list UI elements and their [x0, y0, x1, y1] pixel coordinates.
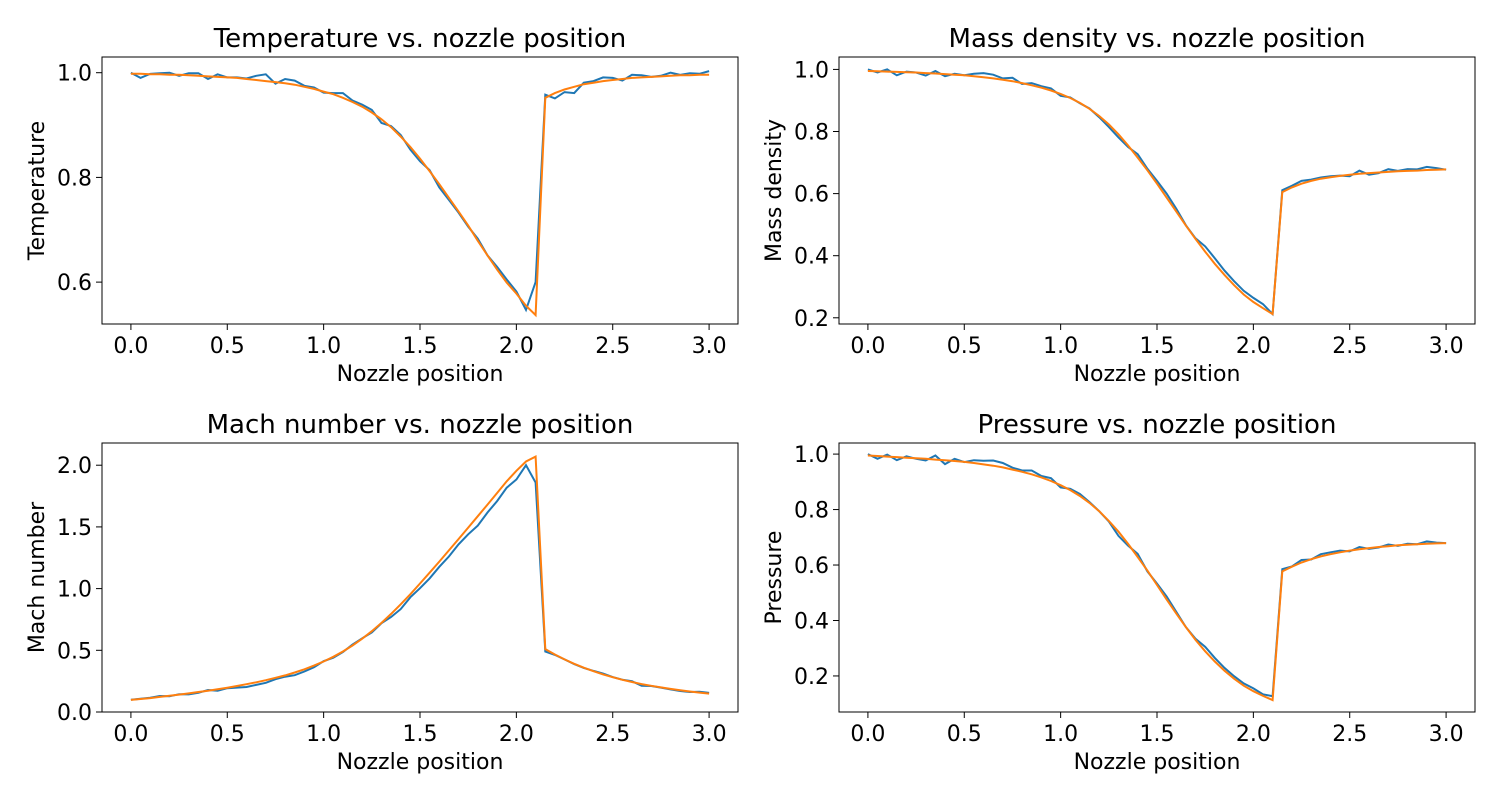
mass-density-x-axis-label: Nozzle position: [1074, 362, 1241, 387]
mass-density-y-tick-label: 1.0: [794, 58, 829, 83]
mass-density-y-axis-label: Mass density: [762, 119, 787, 262]
temperature-x-tick-label: 1.5: [403, 334, 438, 359]
temperature-chart-title: Temperature vs. nozzle position: [213, 24, 627, 54]
temperature-panel: Temperature vs. nozzle position 0.0 0.5 1.0…: [25, 24, 739, 387]
pressure-series-1-line: [867, 453, 1447, 698]
pressure-x-tick-label: 1.5: [1140, 722, 1175, 747]
mass-density-x-tick-label: 0.0: [850, 334, 885, 359]
temperature-x-tick-label: 2.0: [499, 334, 534, 359]
temperature-y-tick-label: 0.8: [57, 166, 92, 191]
mach-number-x-tick-label: 3.0: [692, 722, 727, 747]
mach-number-x-axis-label: Nozzle position: [337, 750, 504, 775]
temperature-x-axis-label: Nozzle position: [337, 362, 504, 387]
mass-density-x-tick-label: 1.0: [1043, 334, 1078, 359]
mass-density-x-tick-label: 0.5: [947, 334, 982, 359]
mass-density-y-tick-label: 0.4: [794, 245, 829, 270]
temperature-y-axis-label: Temperature: [25, 121, 50, 261]
mach-number-series-2-line: [130, 455, 710, 701]
mach-number-plot-frame: [101, 442, 739, 713]
mach-number-y-tick-label: 0.0: [57, 701, 92, 726]
mach-number-y-tick-label: 0.5: [57, 639, 92, 664]
pressure-x-tick-label: 0.0: [850, 722, 885, 747]
mass-density-x-tick-label: 2.0: [1236, 334, 1271, 359]
temperature-x-tick-label: 0.0: [113, 334, 148, 359]
mass-density-chart-title: Mass density vs. nozzle position: [949, 24, 1366, 54]
pressure-x-tick-label: 2.0: [1236, 722, 1271, 747]
mach-number-x-tick-label: 2.0: [499, 722, 534, 747]
pressure-x-tick-label: 0.5: [947, 722, 982, 747]
pressure-plot-frame: [838, 442, 1476, 713]
temperature-x-tick-label: 3.0: [692, 334, 727, 359]
temperature-plot-frame: [101, 56, 739, 325]
pressure-x-tick-label: 1.0: [1043, 722, 1078, 747]
mach-number-x-tick-label: 1.5: [403, 722, 438, 747]
pressure-y-tick-label: 0.4: [794, 609, 829, 634]
mach-number-x-tick-label: 2.5: [595, 722, 630, 747]
mass-density-panel: Mass density vs. nozzle position 0.0 0.5 1.…: [762, 24, 1476, 387]
mass-density-x-tick-label: 1.5: [1140, 334, 1175, 359]
mass-density-x-tick-label: 2.5: [1332, 334, 1367, 359]
mass-density-x-tick-label: 3.0: [1429, 334, 1464, 359]
pressure-panel: Pressure vs. nozzle position 0.0 0.5 1.0 1.5…: [762, 410, 1476, 775]
temperature-x-tick-label: 2.5: [595, 334, 630, 359]
temperature-y-tick-label: 0.6: [57, 271, 92, 296]
pressure-x-tick-label: 3.0: [1429, 722, 1464, 747]
temperature-y-tick-label: 1.0: [57, 62, 92, 87]
pressure-y-tick-label: 0.8: [794, 499, 829, 524]
mass-density-series-2-line: [867, 70, 1447, 316]
mach-number-chart-title: Mach number vs. nozzle position: [207, 410, 634, 440]
pressure-x-tick-label: 2.5: [1332, 722, 1367, 747]
mass-density-y-tick-label: 0.2: [794, 307, 829, 332]
temperature-x-tick-label: 0.5: [210, 334, 245, 359]
mach-number-panel: Mach number vs. nozzle position 0.0 0.5 1.0…: [25, 410, 739, 775]
mach-number-y-tick-label: 1.5: [57, 516, 92, 541]
mach-number-y-axis-label: Mach number: [25, 501, 50, 653]
pressure-y-tick-label: 1.0: [794, 443, 829, 468]
mach-number-x-tick-label: 0.0: [113, 722, 148, 747]
pressure-y-tick-label: 0.2: [794, 665, 829, 690]
pressure-chart-title: Pressure vs. nozzle position: [978, 410, 1337, 440]
temperature-series-1-line: [130, 70, 710, 313]
pressure-x-axis-label: Nozzle position: [1074, 750, 1241, 775]
pressure-y-tick-label: 0.6: [794, 554, 829, 579]
mass-density-y-tick-label: 0.6: [794, 183, 829, 208]
temperature-series-2-line: [130, 72, 710, 318]
mach-number-y-tick-label: 2.0: [57, 454, 92, 479]
mass-density-y-tick-label: 0.8: [794, 121, 829, 146]
pressure-series-2-line: [867, 454, 1447, 702]
mach-number-y-tick-label: 1.0: [57, 578, 92, 603]
mass-density-plot-frame: [838, 56, 1476, 325]
temperature-x-tick-label: 1.0: [306, 334, 341, 359]
mach-number-x-tick-label: 0.5: [210, 722, 245, 747]
mach-number-x-tick-label: 1.0: [306, 722, 341, 747]
mass-density-series-1-line: [867, 68, 1447, 317]
pressure-y-axis-label: Pressure: [762, 531, 787, 625]
